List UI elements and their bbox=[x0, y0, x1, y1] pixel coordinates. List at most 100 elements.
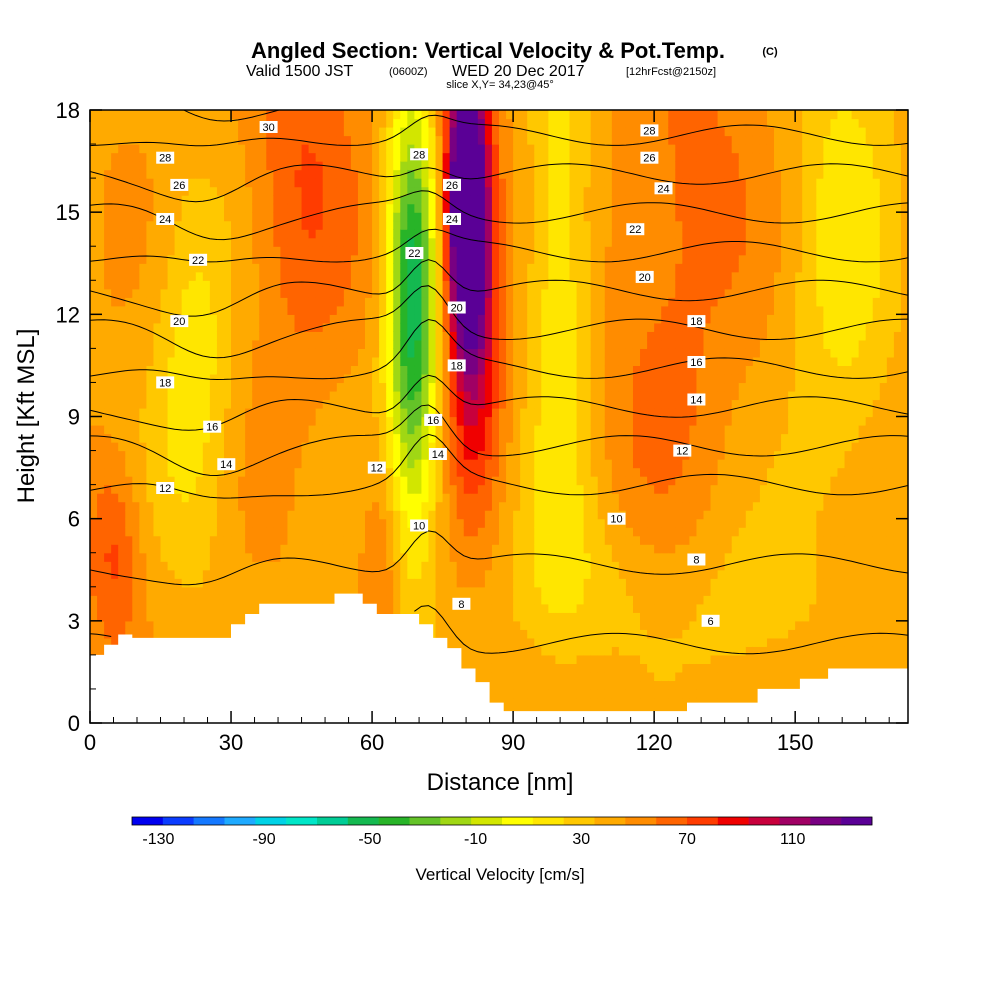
velocity-cell bbox=[97, 535, 105, 545]
velocity-cell bbox=[548, 186, 557, 196]
velocity-cell bbox=[541, 144, 549, 154]
velocity-cell bbox=[534, 688, 542, 699]
velocity-cell bbox=[146, 425, 155, 435]
velocity-cell bbox=[484, 654, 493, 664]
velocity-cell bbox=[315, 459, 324, 469]
velocity-cell bbox=[245, 305, 253, 315]
velocity-cell bbox=[562, 671, 571, 682]
velocity-cell bbox=[97, 450, 105, 460]
velocity-cell bbox=[555, 399, 564, 409]
velocity-cell bbox=[548, 518, 557, 528]
velocity-cell bbox=[470, 586, 479, 596]
velocity-cell bbox=[259, 288, 267, 298]
velocity-cell bbox=[569, 501, 578, 511]
velocity-cell bbox=[527, 510, 535, 520]
velocity-cell bbox=[90, 527, 98, 537]
velocity-cell bbox=[484, 637, 493, 647]
velocity-cell bbox=[506, 254, 514, 264]
velocity-cell bbox=[139, 229, 148, 239]
velocity-cell bbox=[252, 161, 260, 171]
velocity-cell bbox=[491, 671, 500, 682]
velocity-cell bbox=[393, 467, 401, 477]
velocity-cell bbox=[520, 263, 528, 273]
velocity-cell bbox=[541, 220, 549, 230]
velocity-cell bbox=[174, 433, 183, 443]
velocity-cell bbox=[104, 390, 112, 401]
velocity-cell bbox=[195, 407, 204, 418]
velocity-cell bbox=[111, 425, 119, 435]
velocity-cell bbox=[132, 629, 140, 639]
velocity-cell bbox=[343, 416, 352, 426]
velocity-cell bbox=[555, 688, 564, 699]
velocity-cell bbox=[541, 178, 549, 188]
velocity-cell bbox=[477, 169, 486, 179]
velocity-cell bbox=[386, 578, 394, 588]
velocity-cell bbox=[336, 178, 345, 188]
velocity-cell bbox=[484, 322, 493, 332]
velocity-cell bbox=[527, 561, 535, 571]
velocity-cell bbox=[393, 331, 401, 341]
velocity-cell bbox=[555, 637, 564, 647]
velocity-cell bbox=[534, 578, 542, 588]
velocity-cell bbox=[181, 263, 190, 273]
velocity-cell bbox=[195, 459, 204, 469]
velocity-cell bbox=[527, 578, 535, 588]
velocity-cell bbox=[541, 442, 549, 452]
velocity-cell bbox=[393, 484, 401, 494]
velocity-cell bbox=[357, 476, 366, 486]
velocity-cell bbox=[477, 297, 486, 307]
velocity-cell bbox=[336, 305, 345, 315]
velocity-cell bbox=[104, 110, 112, 120]
velocity-cell bbox=[520, 237, 528, 247]
velocity-cell bbox=[484, 459, 493, 469]
velocity-cell bbox=[548, 671, 557, 682]
velocity-cell bbox=[301, 271, 310, 281]
velocity-cell bbox=[421, 442, 430, 452]
velocity-cell bbox=[174, 399, 183, 409]
velocity-cell bbox=[562, 348, 571, 358]
velocity-cell bbox=[125, 263, 133, 273]
velocity-cell bbox=[343, 476, 352, 486]
velocity-cell bbox=[216, 254, 225, 264]
velocity-cell bbox=[541, 595, 549, 605]
velocity-cell bbox=[104, 314, 112, 324]
velocity-cell bbox=[259, 450, 267, 460]
velocity-cell bbox=[160, 629, 169, 639]
velocity-cell bbox=[484, 331, 493, 341]
velocity-cell bbox=[569, 186, 578, 196]
velocity-cell bbox=[252, 348, 260, 358]
velocity-cell bbox=[470, 280, 479, 290]
velocity-cell bbox=[506, 527, 514, 537]
velocity-cell bbox=[216, 569, 225, 579]
velocity-cell bbox=[336, 535, 345, 545]
velocity-cell bbox=[167, 510, 176, 520]
velocity-cell bbox=[562, 390, 571, 401]
velocity-cell bbox=[520, 484, 528, 494]
velocity-cell bbox=[209, 348, 218, 358]
velocity-cell bbox=[407, 544, 415, 554]
velocity-cell bbox=[520, 144, 528, 154]
velocity-cell bbox=[449, 518, 458, 528]
velocity-cell bbox=[223, 407, 232, 418]
velocity-cell bbox=[104, 407, 112, 418]
velocity-cell bbox=[181, 527, 190, 537]
velocity-cell bbox=[322, 152, 331, 162]
velocity-cell bbox=[562, 595, 571, 605]
velocity-cell bbox=[252, 152, 260, 162]
velocity-cell bbox=[209, 110, 218, 120]
velocity-cell bbox=[477, 382, 486, 392]
velocity-cell bbox=[442, 331, 451, 341]
velocity-cell bbox=[294, 399, 303, 409]
velocity-cell bbox=[118, 578, 126, 588]
velocity-cell bbox=[188, 314, 197, 324]
velocity-cell bbox=[125, 493, 133, 503]
velocity-cell bbox=[273, 450, 281, 460]
velocity-cell bbox=[195, 510, 204, 520]
velocity-cell bbox=[527, 348, 535, 358]
velocity-cell bbox=[216, 152, 225, 162]
velocity-cell bbox=[520, 382, 528, 392]
velocity-cell bbox=[463, 348, 472, 358]
velocity-cell bbox=[153, 552, 162, 562]
velocity-cell bbox=[329, 152, 338, 162]
velocity-cell bbox=[315, 220, 324, 230]
